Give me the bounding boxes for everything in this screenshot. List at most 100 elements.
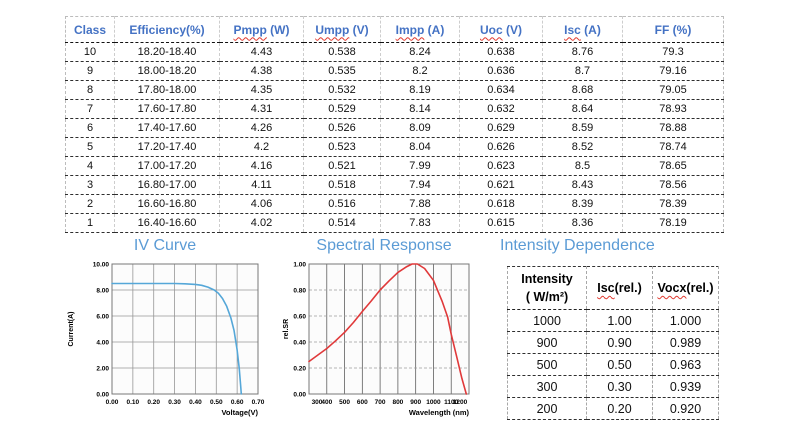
table-cell: 0.634	[459, 80, 543, 100]
table-cell: 300	[507, 375, 587, 398]
table-cell: 4.38	[219, 61, 304, 81]
column-header-word: Pmpp	[233, 22, 267, 37]
x-tick-label: 0.50	[210, 399, 223, 406]
table-cell: 8.14	[380, 99, 460, 119]
column-header-word: Vocx	[657, 280, 687, 295]
table-row: 5 17.20-17.40 4.2 0.523 8.04 0.626 8.52 78.74	[65, 137, 724, 157]
table-cell: 0.629	[459, 118, 543, 138]
table-cell: 16.40-16.60	[114, 213, 220, 233]
table-cell: 4.43	[219, 42, 304, 62]
plot-area	[309, 264, 469, 394]
table-row: 500 0.50 0.963	[507, 353, 719, 376]
y-tick-label: 4.00	[96, 339, 109, 346]
table-cell: 0.615	[459, 213, 543, 233]
table-cell: 79.16	[622, 61, 724, 81]
column-header-line2: ( W/m²)	[525, 290, 569, 304]
column-header-word: Isc	[597, 280, 615, 295]
class-table: Class Efficiency(%) Pmpp (W) Umpp (V) Impp (…	[65, 16, 724, 233]
table-cell: 0.989	[652, 331, 719, 354]
table-cell: 79.05	[622, 80, 724, 100]
table-cell: 8.52	[542, 137, 623, 157]
plot-border	[111, 263, 259, 395]
column-header-word: Isc	[564, 22, 581, 37]
table-row: 9 18.00-18.20 4.38 0.535 8.2 0.636 8.7 79.16	[65, 61, 724, 81]
column-header: Intensity ( W/m²)	[507, 266, 587, 310]
table-cell: 17.20-17.40	[114, 137, 220, 157]
y-axis-label: Current(A)	[68, 312, 75, 347]
header-row: Class Efficiency(%) Pmpp (W) Umpp (V) Impp (…	[65, 16, 724, 43]
table-row: 7 17.60-17.80 4.31 0.529 8.14 0.632 8.64 78.93	[65, 99, 724, 119]
table-cell: 0.618	[459, 194, 543, 214]
table-cell: 78.65	[622, 156, 724, 176]
column-header: Uoc (V)	[459, 16, 543, 43]
table-cell: 0.963	[652, 353, 719, 376]
column-header: Isc(rel.)	[586, 266, 653, 310]
table-cell: 8.36	[542, 213, 623, 233]
column-header-unit: (A)	[424, 22, 445, 37]
table-cell: 18.20-18.40	[114, 42, 220, 62]
table-cell: 6	[65, 118, 115, 138]
intensity-table-header: Intensity ( W/m²) Isc(rel.) Vocx (rel.)	[507, 266, 719, 310]
x-tick-label: 500	[339, 399, 350, 406]
x-tick-label: 0.70	[252, 399, 265, 406]
column-header: Efficiency(%)	[114, 16, 220, 43]
table-cell: 8.09	[380, 118, 460, 138]
table-cell: 0.514	[303, 213, 381, 233]
table-cell: 78.88	[622, 118, 724, 138]
plot-border	[308, 263, 470, 395]
x-axis-label: Voltage(V)	[221, 408, 258, 417]
table-cell: 0.20	[586, 397, 653, 420]
table-cell: 4.06	[219, 194, 304, 214]
table-row: 1000 1.00 1.000	[507, 309, 719, 332]
column-header-word: FF	[654, 22, 670, 37]
table-cell: 0.636	[459, 61, 543, 81]
table-cell: 0.523	[303, 137, 381, 157]
table-cell: 2	[65, 194, 115, 214]
table-cell: 0.521	[303, 156, 381, 176]
table-cell: 78.19	[622, 213, 724, 233]
table-cell: 18.00-18.20	[114, 61, 220, 81]
column-header-unit: (rel.)	[614, 280, 642, 295]
x-tick-label: 0.60	[231, 399, 244, 406]
table-cell: 0.50	[586, 353, 653, 376]
table-cell: 1.00	[586, 309, 653, 332]
table-cell: 78.39	[622, 194, 724, 214]
table-cell: 500	[507, 353, 587, 376]
table-cell: 8.76	[542, 42, 623, 62]
table-cell: 3	[65, 175, 115, 195]
table-cell: 7	[65, 99, 115, 119]
table-cell: 0.30	[586, 375, 653, 398]
table-row: 1 16.40-16.60 4.02 0.514 7.83 0.615 8.36 78.19	[65, 213, 724, 233]
table-cell: 0.518	[303, 175, 381, 195]
table-cell: 0.90	[586, 331, 653, 354]
table-cell: 79.3	[622, 42, 724, 62]
table-row: 8 17.80-18.00 4.35 0.532 8.19 0.634 8.68 79.05	[65, 80, 724, 100]
y-tick-label: 2.00	[96, 365, 109, 372]
table-cell: 0.621	[459, 175, 543, 195]
table-cell: 8.24	[380, 42, 460, 62]
column-header-unit: (V)	[349, 22, 369, 37]
table-row: 2 16.60-16.80 4.06 0.516 7.88 0.618 8.39 78.39	[65, 194, 724, 214]
table-cell: 1	[65, 213, 115, 233]
table-cell: 78.74	[622, 137, 724, 157]
x-tick-label: 0.40	[189, 399, 202, 406]
intensity-table-body: 1000 1.00 1.000 900 0.90 0.989 500 0.50 0.963 300…	[507, 309, 719, 420]
table-cell: 17.40-17.60	[114, 118, 220, 138]
table-cell: 4.16	[219, 156, 304, 176]
y-tick-label: 0.00	[293, 391, 306, 398]
table-row: 300 0.30 0.939	[507, 375, 719, 398]
table-cell: 0.626	[459, 137, 543, 157]
table-cell: 900	[507, 331, 587, 354]
column-header: Class	[65, 16, 115, 43]
table-cell: 5	[65, 137, 115, 157]
column-header-word: Intensity	[521, 271, 573, 286]
x-axis-label: Wavelength (nm)	[409, 408, 470, 417]
x-tick-label: 300	[312, 399, 323, 406]
x-tick-label: 600	[357, 399, 368, 406]
x-tick-label: 1100	[444, 399, 458, 406]
table-cell: 0.632	[459, 99, 543, 119]
y-tick-label: 1.00	[293, 261, 306, 268]
table-cell: 78.93	[622, 99, 724, 119]
table-cell: 8.39	[542, 194, 623, 214]
